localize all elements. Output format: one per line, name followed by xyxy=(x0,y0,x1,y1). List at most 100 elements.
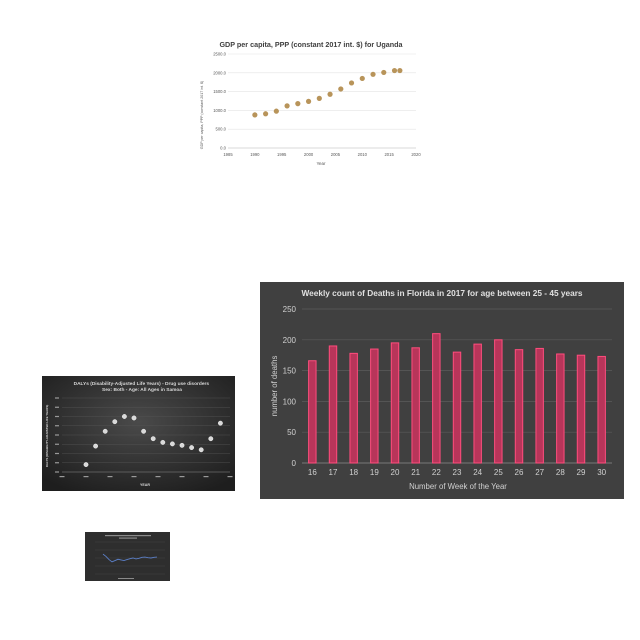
deaths-x-ticks: 16 17 18 19 20 21 22 23 24 25 26 27 28 29 30 xyxy=(308,468,607,477)
daly-y-tick-mark xyxy=(55,425,59,427)
deaths-x-tick-label: 30 xyxy=(597,468,606,477)
daly-y-tick-mark xyxy=(55,397,59,399)
deaths-bar xyxy=(535,347,544,464)
daly-y-tick-mark xyxy=(55,471,59,473)
gdp-point xyxy=(284,103,290,109)
gdp-y-tick-label: 500.0 xyxy=(216,127,227,132)
gdp-chart-background xyxy=(196,38,426,168)
gdp-x-tick-label: 1990 xyxy=(250,152,260,157)
gdp-point xyxy=(381,69,387,76)
daly-point xyxy=(150,436,156,442)
deaths-x-tick-label: 26 xyxy=(515,468,524,477)
daly-y-tick-mark xyxy=(55,443,59,445)
daly-y-tick-mark xyxy=(55,415,59,418)
daly-y-tick-mark xyxy=(55,462,59,464)
deaths-y-tick-label: 150 xyxy=(283,367,297,376)
gdp-x-tick-label: 2010 xyxy=(358,152,368,157)
deaths-x-tick-label: 24 xyxy=(473,468,482,477)
daly-gridlines xyxy=(55,397,233,478)
daly-x-tick-mark xyxy=(83,476,89,478)
daly-point xyxy=(112,419,118,425)
gdp-point xyxy=(348,80,355,86)
daly-x-tick-mark xyxy=(131,476,137,478)
daly-x-tick-mark xyxy=(203,476,209,478)
gdp-point xyxy=(397,67,403,74)
gdp-x-axis-label: Year xyxy=(316,161,326,166)
daly-point xyxy=(208,436,214,442)
deaths-bar xyxy=(494,339,503,464)
daly-x-tick-mark xyxy=(59,476,65,478)
daly-chart-title: DALYs (Disability-Adjusted Life Years) -… xyxy=(74,381,211,393)
deaths-x-tick-label: 18 xyxy=(349,468,358,477)
deaths-x-tick-label: 16 xyxy=(308,468,317,477)
deaths-bar xyxy=(370,348,379,464)
deaths-x-tick-label: 20 xyxy=(391,468,400,477)
gdp-point xyxy=(295,101,301,107)
gdp-point xyxy=(263,111,269,117)
daly-x-tick-mark xyxy=(107,476,113,478)
gdp-x-tick-label: 2000 xyxy=(304,152,314,157)
small-series-line xyxy=(102,553,158,563)
daly-y-tick-mark xyxy=(55,434,59,436)
small-chart-xlabel-mark xyxy=(118,578,134,579)
deaths-bar xyxy=(473,343,482,464)
daly-x-tick-mark xyxy=(155,476,161,478)
daly-point xyxy=(141,428,147,434)
deaths-chart-svg: Weekly count of Deaths in Florida in 201… xyxy=(260,282,624,499)
small-chart xyxy=(85,532,170,581)
gdp-chart-title: GDP per capita, PPP (constant 2017 int. … xyxy=(219,40,403,49)
deaths-bar xyxy=(514,349,524,464)
daly-point xyxy=(217,420,223,426)
daly-point xyxy=(198,447,204,453)
gdp-point xyxy=(316,95,322,101)
deaths-y-ticks: 0 50 100 150 200 250 xyxy=(283,305,297,468)
gdp-y-ticks: 0.0 500.0 1000.0 1500.0 2000.0 2500.0 xyxy=(213,52,226,151)
deaths-bar xyxy=(576,354,586,464)
deaths-x-tick-label: 17 xyxy=(329,468,338,477)
small-chart-title-mark xyxy=(105,535,151,537)
gdp-x-tick-label: 1995 xyxy=(277,152,287,157)
gdp-y-tick-label: 2000.0 xyxy=(213,70,226,75)
deaths-chart: Weekly count of Deaths in Florida in 201… xyxy=(260,282,624,499)
deaths-y-axis-label: number of deaths xyxy=(270,356,279,417)
deaths-bar xyxy=(349,352,358,464)
gdp-y-tick-label: 1500.0 xyxy=(213,89,226,94)
gdp-y-tick-label: 1000.0 xyxy=(213,108,226,113)
daly-chart-svg: DALYs (Disability-Adjusted Life Years) -… xyxy=(42,376,235,491)
daly-point xyxy=(169,441,175,447)
deaths-bar xyxy=(328,345,338,464)
daly-point xyxy=(83,462,89,468)
daly-point xyxy=(179,442,185,448)
small-chart-svg xyxy=(85,532,170,581)
gdp-point xyxy=(359,75,365,82)
daly-point xyxy=(93,443,98,449)
deaths-y-tick-label: 100 xyxy=(283,397,297,406)
deaths-x-tick-label: 19 xyxy=(370,468,379,477)
gdp-point xyxy=(370,71,376,77)
small-chart-subtitle-mark xyxy=(119,537,137,539)
gdp-point xyxy=(252,112,258,118)
daly-point xyxy=(102,428,108,434)
gdp-x-tick-label: 2015 xyxy=(384,152,394,157)
gdp-chart-svg: GDP per capita, PPP (constant 2017 int. … xyxy=(196,38,426,168)
daly-x-tick-mark xyxy=(179,476,185,478)
gdp-y-tick-label: 2500.0 xyxy=(213,52,226,57)
deaths-bar xyxy=(390,342,400,464)
deaths-x-tick-label: 29 xyxy=(577,468,586,477)
small-gridlines xyxy=(95,541,165,575)
deaths-bar xyxy=(452,351,462,464)
deaths-bar xyxy=(308,360,317,464)
deaths-bars xyxy=(308,333,606,464)
deaths-bar xyxy=(432,333,441,464)
gdp-point xyxy=(327,91,333,97)
daly-point xyxy=(122,414,127,419)
gdp-point xyxy=(338,86,344,92)
gdp-y-tick-label: 0.0 xyxy=(220,146,226,151)
deaths-x-tick-label: 23 xyxy=(453,468,462,477)
gdp-x-tick-label: 2005 xyxy=(331,152,341,157)
daly-points xyxy=(83,414,223,468)
deaths-chart-title: Weekly count of Deaths in Florida in 201… xyxy=(301,288,582,298)
daly-y-tick-mark xyxy=(55,452,59,455)
daly-y-axis-label: DALYS (DISABILITY-ADJUSTED LIFE YEARS) xyxy=(45,405,49,468)
small-chart-background xyxy=(85,532,170,581)
